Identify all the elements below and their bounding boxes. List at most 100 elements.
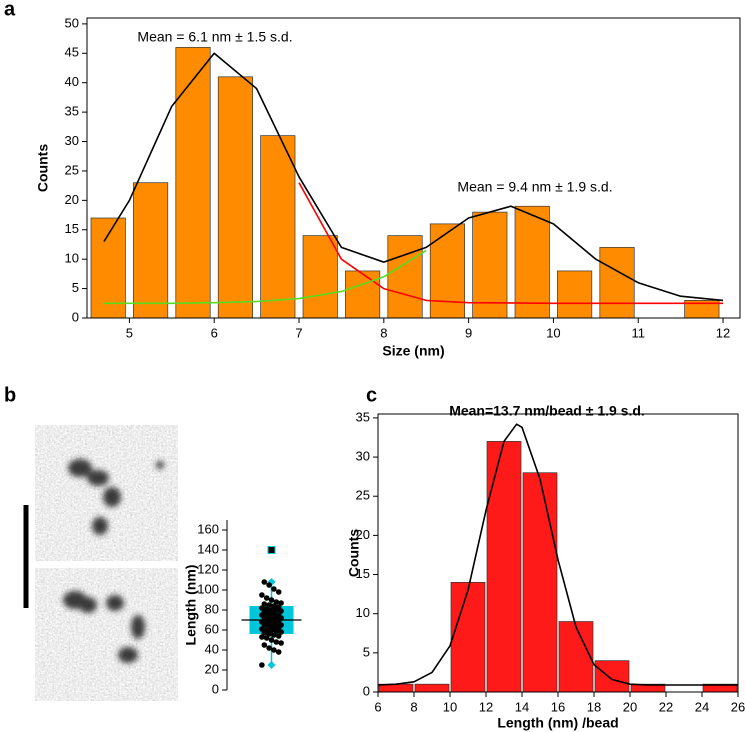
x-tick-label: 20	[623, 699, 637, 714]
data-point	[266, 645, 272, 651]
x-tick-label: 18	[587, 699, 601, 714]
data-point	[278, 640, 284, 646]
bar	[387, 235, 423, 319]
bar	[414, 683, 450, 693]
x-tick-label: 6	[211, 325, 218, 340]
x-tick-label: 8	[410, 699, 417, 714]
y-axis-label: Counts	[35, 144, 51, 192]
x-tick-label: 12	[716, 325, 730, 340]
bar	[558, 621, 594, 693]
bar	[345, 270, 381, 319]
y-tick-label: 20	[356, 527, 370, 542]
plot-frame	[86, 17, 741, 319]
annotation: Mean = 9.4 nm ± 1.9 s.d.	[457, 179, 612, 195]
plot-frame	[377, 413, 739, 693]
data-point	[268, 597, 275, 603]
annotation: Mean = 6.1 nm ± 1.5 s.d.	[137, 29, 292, 45]
data-point	[268, 637, 275, 643]
y-tick-label: 15	[65, 221, 79, 236]
y-tick-label: 140	[197, 541, 219, 556]
x-tick-label: 16	[551, 699, 565, 714]
x-tick-label: 12	[479, 699, 493, 714]
panel-label: a	[4, 0, 16, 20]
x-tick-label: 8	[380, 325, 387, 340]
bar	[429, 223, 465, 319]
micrograph-top	[35, 425, 178, 561]
fit-curve	[377, 423, 738, 686]
bar	[175, 47, 211, 319]
x-tick-label: 26	[731, 699, 745, 714]
x-tick-label: 6	[374, 699, 381, 714]
x-tick-label: 9	[465, 325, 472, 340]
y-tick-label: 120	[197, 561, 219, 576]
y-tick-label: 0	[363, 683, 370, 698]
bar	[599, 247, 635, 319]
y-tick-label: 30	[65, 133, 79, 148]
x-tick-label: 7	[295, 325, 302, 340]
data-point	[266, 602, 272, 608]
panel-label: b	[4, 384, 16, 406]
data-point	[261, 642, 268, 648]
data-point	[266, 582, 272, 588]
y-tick-label: 20	[65, 192, 79, 207]
y-tick-label: 100	[197, 581, 219, 596]
data-point	[275, 589, 282, 595]
bar	[217, 76, 253, 319]
bar	[514, 205, 550, 319]
data-point	[263, 595, 270, 601]
data-point	[261, 601, 268, 607]
annotation: Mean=13.7 nm/bead ± 1.9 s.d.	[449, 403, 645, 419]
y-tick-label: 30	[356, 449, 370, 464]
y-tick-label: 20	[205, 661, 219, 676]
bar	[260, 135, 296, 319]
y-tick-label: 35	[356, 409, 370, 424]
bar	[486, 441, 522, 693]
data-point	[271, 586, 277, 592]
x-tick-label: 10	[443, 699, 457, 714]
data-point	[273, 599, 280, 605]
y-tick-label: 40	[65, 74, 79, 89]
y-axis-label: Length (nm)	[183, 565, 199, 646]
x-tick-label: 10	[546, 325, 560, 340]
x-axis-label: Size (nm)	[382, 343, 444, 359]
x-tick-label: 14	[515, 699, 529, 714]
y-tick-label: 160	[197, 521, 219, 536]
y-tick-label: 80	[205, 601, 219, 616]
bar	[302, 235, 338, 319]
y-axis-label: Counts	[346, 529, 362, 577]
y-tick-label: 10	[65, 251, 79, 266]
data-point	[259, 592, 265, 598]
x-tick-label: 5	[126, 325, 133, 340]
x-tick-label: 24	[695, 699, 709, 714]
fit-curve	[104, 249, 427, 305]
y-tick-label: 35	[65, 104, 79, 119]
y-tick-label: 50	[65, 15, 79, 30]
micrograph-bottom	[35, 568, 178, 701]
panel-label: c	[366, 384, 377, 406]
data-point	[271, 647, 277, 653]
y-tick-label: 60	[205, 621, 219, 636]
bar	[522, 472, 558, 693]
x-tick-label: 11	[631, 325, 645, 340]
y-tick-label: 0	[212, 681, 219, 696]
fit-curve	[298, 182, 723, 305]
y-tick-label: 10	[356, 605, 370, 620]
bar	[594, 660, 630, 693]
fit-curve	[103, 52, 724, 302]
data-point	[261, 579, 268, 585]
y-tick-label: 45	[65, 45, 79, 60]
y-tick-label: 25	[65, 162, 79, 177]
data-point	[259, 662, 265, 668]
bar	[472, 211, 508, 319]
y-tick-label: 40	[205, 641, 219, 656]
bar	[133, 182, 169, 319]
x-tick-label: 22	[659, 699, 673, 714]
outlier	[267, 546, 276, 554]
x-axis-label: Length (nm) /bead	[497, 715, 618, 731]
y-tick-label: 5	[363, 644, 370, 659]
bar	[557, 270, 593, 319]
whisker-end	[267, 661, 276, 669]
data-point	[273, 639, 280, 645]
data-point	[275, 649, 282, 655]
